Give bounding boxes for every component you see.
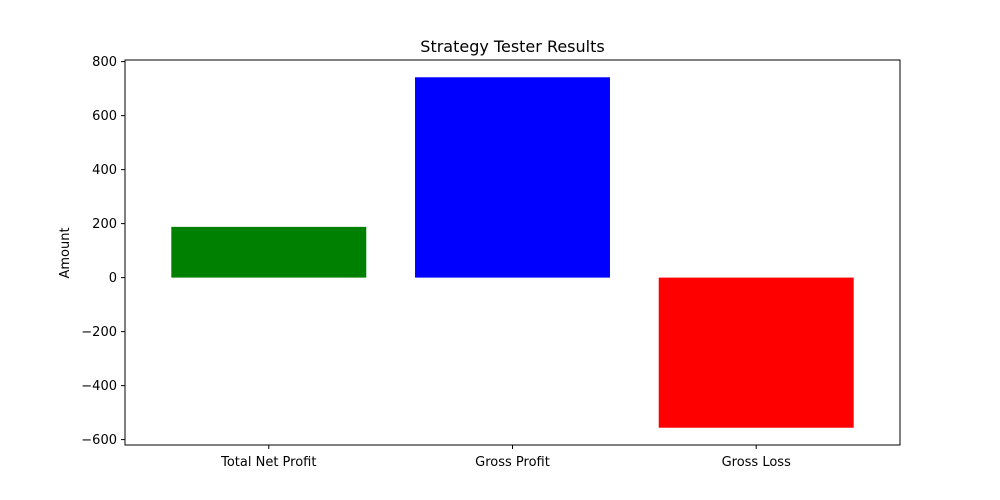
y-tick-label: 800 — [92, 55, 117, 70]
bars-group — [171, 77, 854, 428]
x-axis-ticks: Total Net Profit Gross Profit Gross Loss — [220, 445, 791, 470]
bar-total-net-profit — [171, 226, 367, 278]
x-tick-label: Gross Loss — [722, 455, 792, 470]
y-tick-label: −600 — [81, 433, 117, 448]
x-tick-label: Total Net Profit — [220, 455, 316, 470]
y-tick-label: −400 — [81, 379, 117, 394]
y-tick-label: 200 — [92, 217, 117, 232]
bar-gross-loss — [658, 277, 854, 428]
y-axis-ticks: −600 −400 −200 0 200 400 600 800 — [81, 55, 125, 448]
chart-title: Strategy Tester Results — [420, 37, 604, 56]
y-tick-label: −200 — [81, 325, 117, 340]
y-tick-label: 0 — [109, 271, 117, 286]
x-tick-label: Gross Profit — [475, 455, 550, 470]
y-tick-label: 600 — [92, 109, 117, 124]
y-tick-label: 400 — [92, 163, 117, 178]
plot-frame — [124, 59, 901, 446]
y-axis-label: Amount — [58, 227, 73, 278]
bar-gross-profit — [415, 77, 610, 278]
